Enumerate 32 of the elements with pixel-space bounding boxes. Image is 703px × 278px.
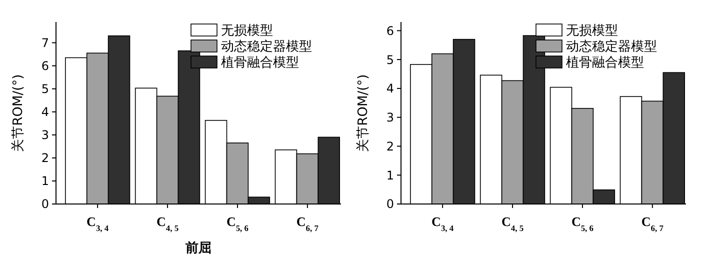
x-tick-label: C$_{6, 7}$ [296, 214, 320, 233]
y-tick-label: 2 [386, 139, 394, 154]
y-tick-label: 6 [41, 58, 49, 73]
y-tick-label: 3 [41, 128, 49, 142]
y-tick-label: 4 [386, 82, 394, 96]
legend-label: 动态稳定器模型 [566, 40, 657, 55]
legend-label: 无损模型 [566, 24, 618, 39]
legend-label: 动态稳定器模型 [221, 40, 312, 55]
x-tick-label: C$_{6, 7}$ [641, 214, 664, 233]
y-tick-label: 0 [41, 197, 49, 212]
x-tick-label: C$_{3, 4}$ [432, 214, 454, 233]
y-tick-label: 1 [41, 174, 49, 188]
y-tick-label: 5 [386, 52, 394, 67]
x-tick-label: C$_{4, 5}$ [156, 214, 179, 233]
x-axis-title: 前屈 [184, 241, 212, 256]
y-tick-label: 2 [41, 151, 49, 166]
legend-label: 无损模型 [221, 24, 273, 39]
y-tick-label: 7 [41, 36, 49, 50]
x-tick-label: C$_{4, 5}$ [502, 214, 524, 233]
legend-label: 植骨融合模型 [566, 56, 644, 71]
y-tick-label: 4 [41, 105, 49, 120]
y-tick-label: 3 [386, 110, 394, 125]
y-axis-title: 关节ROM/(°) [356, 74, 371, 152]
y-tick-label: 1 [386, 168, 394, 182]
y-tick-label: 0 [386, 197, 394, 212]
y-tick-label: 5 [41, 82, 49, 96]
x-tick-label: C$_{5, 6}$ [571, 214, 594, 233]
x-tick-label: C$_{3, 4}$ [86, 214, 110, 233]
legend-label: 植骨融合模型 [221, 56, 299, 71]
y-axis-title: 关节ROM/(°) [11, 74, 26, 152]
y-tick-label: 6 [386, 24, 394, 38]
x-tick-label: C$_{5, 6}$ [226, 214, 248, 233]
